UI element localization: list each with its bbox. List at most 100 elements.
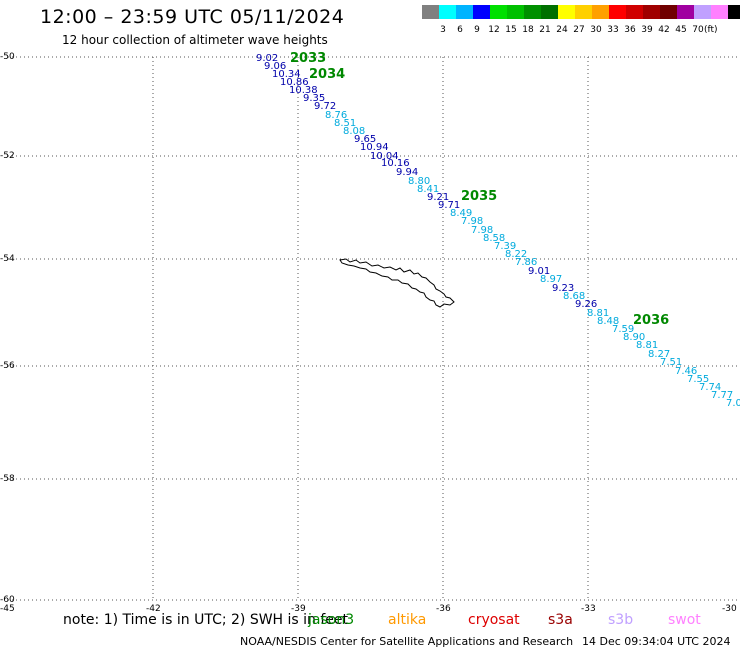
map-title: 12:00 – 23:59 UTC 05/11/2024	[40, 6, 345, 28]
swh-value-label: 9.65	[354, 134, 376, 145]
latitude-label: -50	[0, 52, 15, 62]
swh-value-label: 9.94	[396, 167, 418, 178]
swh-value-label: 7.39	[494, 241, 516, 252]
credit-line: NOAA/NESDIS Center for Satellite Applica…	[240, 635, 574, 648]
satellite-label: s3b	[608, 612, 634, 628]
longitude-label: -30	[722, 604, 737, 614]
swh-value-label: 7.74	[699, 382, 721, 393]
legend-swatch	[609, 5, 626, 19]
swh-value-label: 8.49	[450, 208, 472, 219]
legend-swatch	[592, 5, 609, 19]
legend-tick-label: 27	[573, 25, 585, 35]
swh-value-label: 7.55	[687, 374, 709, 385]
track-time-label: 2033	[290, 51, 326, 66]
legend-swatch	[507, 5, 524, 19]
swh-value-label: 9.35	[303, 93, 325, 104]
legend-tick-label: 24	[556, 25, 568, 35]
track-time-label: 2035	[461, 189, 497, 204]
longitude-label: -36	[436, 604, 451, 614]
swh-value-label: 7.86	[515, 257, 537, 268]
legend-swatch	[575, 5, 592, 19]
legend-tick-label: 12	[488, 25, 500, 35]
legend-tick-label: 70	[692, 25, 704, 35]
track-time-label: 2034	[309, 67, 345, 82]
swh-value-label: 9.02	[256, 53, 278, 64]
legend-swatch	[711, 5, 728, 19]
satellite-label: altika	[388, 612, 427, 628]
map-subtitle: 12 hour collection of altimeter wave hei…	[62, 33, 328, 47]
legend-tick-label: 18	[522, 25, 534, 35]
swh-value-label: 10.34	[272, 69, 301, 80]
legend-tick-label: 42	[658, 25, 670, 35]
swh-value-label: 9.06	[264, 61, 286, 72]
latitude-label: -52	[0, 151, 15, 161]
south-georgia-coastline	[339, 258, 455, 308]
swh-value-label: 10.38	[289, 85, 318, 96]
swh-value-label: 9.71	[438, 200, 460, 211]
swh-value-label: 7.0	[726, 398, 740, 409]
swh-value-label: 8.08	[343, 126, 365, 137]
legend-swatch	[422, 5, 439, 19]
legend-tick-label: 6	[457, 25, 463, 35]
legend-swatch	[626, 5, 643, 19]
legend-tick-label: 9	[474, 25, 480, 35]
legend-swatch	[677, 5, 694, 19]
swh-value-label: 8.27	[648, 349, 670, 360]
legend-swatch	[694, 5, 711, 19]
swh-value-label: 8.97	[540, 274, 562, 285]
swh-value-label: 8.68	[563, 291, 585, 302]
generation-timestamp: 14 Dec 09:34:04 UTC 2024	[582, 635, 731, 648]
swh-value-label: 7.98	[461, 216, 483, 227]
legend-swatch	[660, 5, 677, 19]
swh-value-label: 10.86	[280, 77, 309, 88]
swh-value-label: 8.22	[505, 249, 527, 260]
satellite-label: cryosat	[468, 612, 520, 628]
swh-value-label: 8.90	[623, 332, 645, 343]
swh-value-label: 10.94	[360, 142, 389, 153]
legend-swatch	[524, 5, 541, 19]
swh-value-label: 9.26	[575, 299, 597, 310]
graticule	[8, 56, 740, 601]
swh-value-label: 10.16	[381, 158, 410, 169]
satellite-label: jason3	[308, 612, 355, 628]
swh-value-label: 7.98	[471, 225, 493, 236]
legend-tick-label: 21	[539, 25, 551, 35]
legend-swatch	[473, 5, 490, 19]
swh-value-label: 9.72	[314, 101, 336, 112]
legend-tick-label: 3	[440, 25, 446, 35]
swh-value-label: 8.58	[483, 233, 505, 244]
swh-value-label: 7.51	[660, 357, 682, 368]
longitude-label: -33	[581, 604, 596, 614]
legend-tick-label: 45	[675, 25, 687, 35]
swh-value-label: 9.21	[427, 192, 449, 203]
coastline-path	[339, 258, 455, 308]
legend-tick-label: 39	[641, 25, 653, 35]
swh-value-label: 7.46	[675, 366, 697, 377]
swh-value-label: 8.41	[417, 184, 439, 195]
legend-swatch	[490, 5, 507, 19]
swh-value-label: 8.48	[597, 316, 619, 327]
latitude-label: -58	[0, 474, 15, 484]
legend-tick-label: 36	[624, 25, 636, 35]
swh-value-label: 7.77	[711, 390, 733, 401]
latitude-label: -60	[0, 595, 15, 605]
legend-swatch	[558, 5, 575, 19]
swh-value-label: 8.76	[325, 110, 347, 121]
swh-value-label: 10.04	[370, 151, 399, 162]
latitude-label: -54	[0, 254, 15, 264]
swh-value-label: 8.81	[587, 308, 609, 319]
track-time-label: 2036	[633, 313, 669, 328]
longitude-label: -39	[291, 604, 306, 614]
swh-value-label: 7.59	[612, 324, 634, 335]
swh-value-label: 8.80	[408, 176, 430, 187]
satellite-label: swot	[668, 612, 701, 628]
longitude-label: -45	[0, 604, 15, 614]
legend-swatch	[456, 5, 473, 19]
satellite-label: s3a	[548, 612, 573, 628]
legend-tick-label: 33	[607, 25, 619, 35]
footer-note: note: 1) Time is in UTC; 2) SWH is in fe…	[63, 612, 349, 628]
latitude-label: -56	[0, 361, 15, 371]
legend-tick-label: 30	[590, 25, 602, 35]
